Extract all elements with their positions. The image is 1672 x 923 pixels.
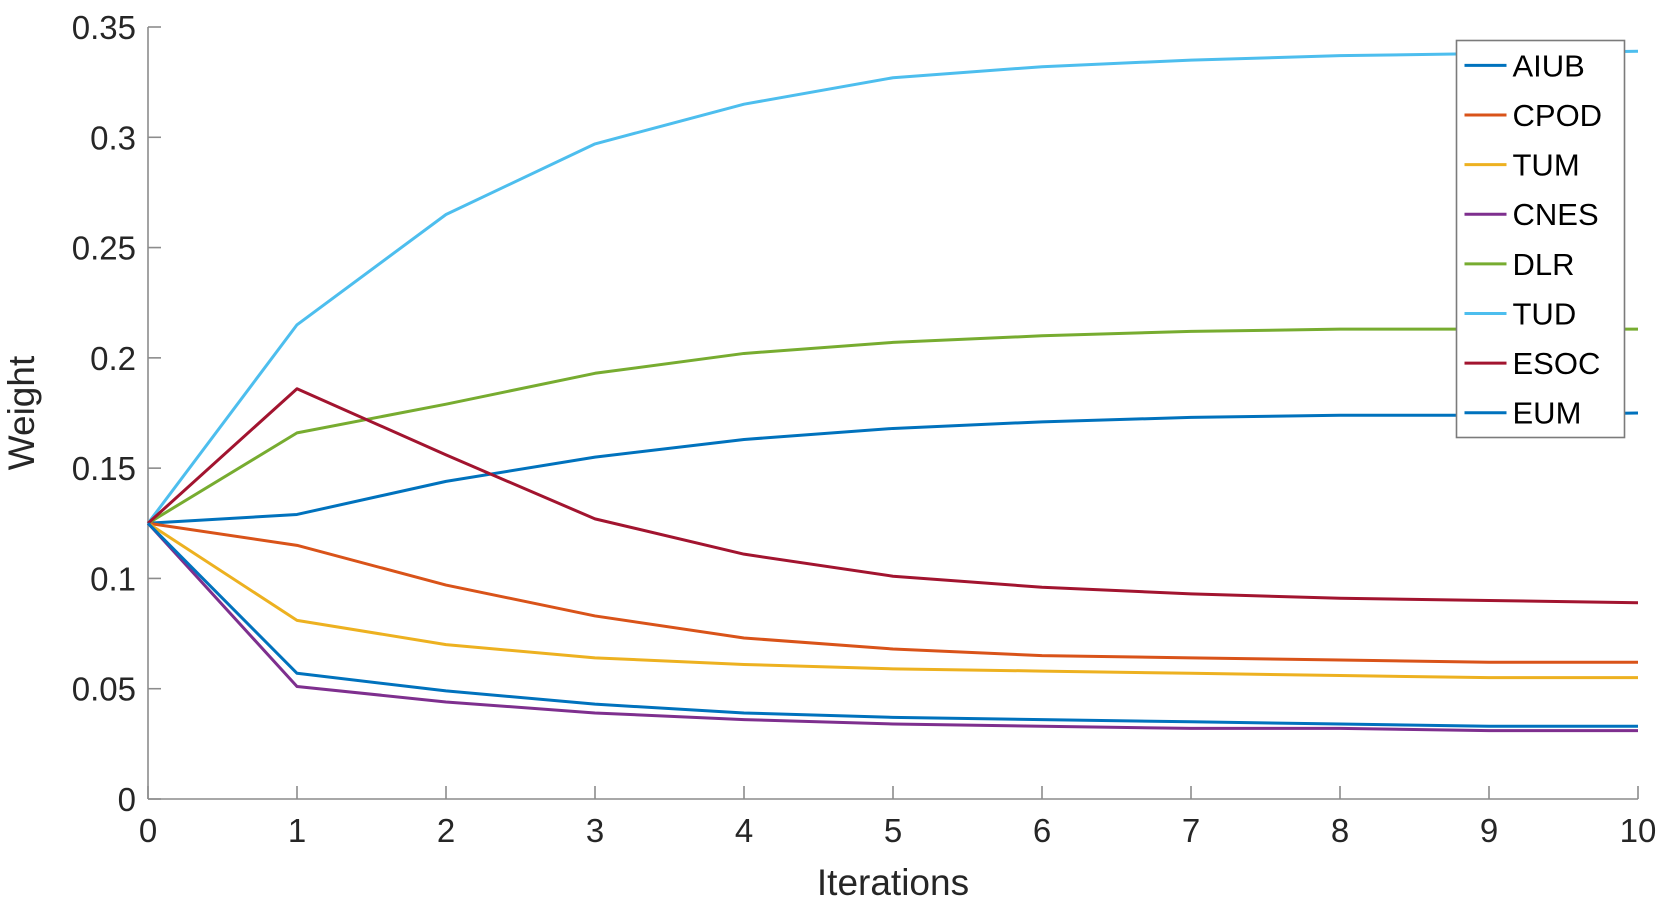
y-tick-label: 0.15 <box>72 450 136 487</box>
y-tick-label: 0.2 <box>90 340 136 377</box>
x-tick-label: 2 <box>437 812 455 849</box>
x-tick-label: 0 <box>139 812 157 849</box>
series-line-eum <box>146 522 1638 728</box>
legend-item-cnes: CNES <box>1464 197 1599 232</box>
series-line-cpod <box>147 521 1638 664</box>
legend-layer: AIUB CPOD TUM CNES DLR TUD ESOC EUM <box>1455 39 1626 439</box>
legend-label: ESOC <box>1513 346 1601 381</box>
x-tick-label: 3 <box>586 812 604 849</box>
series-line-tud <box>146 49 1639 525</box>
x-tick-label: 10 <box>1620 812 1657 849</box>
legend-label: CPOD <box>1513 98 1603 133</box>
axes-layer: 0 1 2 3 4 5 6 7 8 9 10 0 0.05 0.1 0.15 0.2 0.25 0.3 0.35 <box>72 9 1657 849</box>
y-tick-label: 0.3 <box>90 119 136 156</box>
y-tick-label: 0.1 <box>90 560 136 597</box>
x-axis-title: Iterations <box>817 862 969 903</box>
x-tick-label: 8 <box>1331 812 1349 849</box>
x-tick-label: 9 <box>1480 812 1498 849</box>
y-tick-label: 0.05 <box>72 671 136 708</box>
y-tick-label: 0 <box>118 781 136 818</box>
legend-label: CNES <box>1513 197 1599 232</box>
legend-item-esoc: ESOC <box>1464 346 1601 381</box>
series-line-esoc <box>146 387 1639 605</box>
x-tick-label: 7 <box>1182 812 1200 849</box>
x-tick-label: 1 <box>288 812 306 849</box>
legend-item-aiub: AIUB <box>1464 48 1585 83</box>
y-axis-title: Weight <box>1 355 42 470</box>
series-layer <box>146 49 1639 733</box>
series-line-aiub <box>147 411 1639 525</box>
legend-label: TUD <box>1513 296 1577 331</box>
legend-label: DLR <box>1513 247 1575 282</box>
x-tick-label: 6 <box>1033 812 1051 849</box>
legend-item-tud: TUD <box>1464 296 1577 331</box>
series-line-tum <box>147 522 1638 680</box>
x-tick-label: 5 <box>884 812 902 849</box>
legend-label: TUM <box>1513 148 1580 183</box>
legend-box <box>1455 39 1626 439</box>
legend-item-cpod: CPOD <box>1464 98 1603 133</box>
legend-label: AIUB <box>1513 48 1585 83</box>
series-line-cnes <box>146 522 1638 733</box>
legend-item-dlr: DLR <box>1464 247 1575 282</box>
legend-label: EUM <box>1513 396 1582 431</box>
x-tick-label: 4 <box>735 812 753 849</box>
y-tick-label: 0.35 <box>72 9 136 46</box>
series-line-dlr <box>147 327 1638 525</box>
legend-item-eum: EUM <box>1464 396 1582 431</box>
y-tick-label: 0.25 <box>72 230 136 267</box>
legend-item-tum: TUM <box>1464 148 1580 183</box>
